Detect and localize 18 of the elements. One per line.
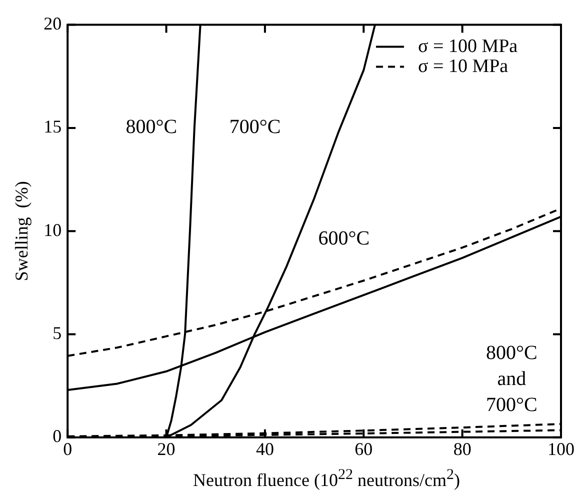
y-tick-label: 20 xyxy=(44,14,62,34)
legend-label: σ = 10 MPa xyxy=(418,56,509,77)
y-tick-label: 15 xyxy=(44,116,62,137)
y-tick-label: 0 xyxy=(52,426,62,446)
x-tick-label: 100 xyxy=(548,438,574,459)
y-tick-label: 5 xyxy=(52,322,62,343)
x-tick-label: 80 xyxy=(453,438,472,459)
x-tick-label: 40 xyxy=(256,438,274,459)
annotation: 800°C and 700°C xyxy=(486,342,538,416)
annotation: 700°C xyxy=(229,116,281,138)
x-tick-label: 20 xyxy=(157,438,176,459)
legend-label: σ = 100 MPa xyxy=(418,36,518,57)
annotation: 800°C xyxy=(126,116,178,138)
x-axis-title: Neutron fluence (10$^{22}$ neutrons/cm$^{2}$) xyxy=(192,466,461,492)
y-axis-title: Swelling (%) xyxy=(12,181,32,282)
y-tick-label: 10 xyxy=(44,220,62,240)
x-tick-label: 60 xyxy=(354,438,373,459)
annotation: 600°C xyxy=(318,228,370,250)
